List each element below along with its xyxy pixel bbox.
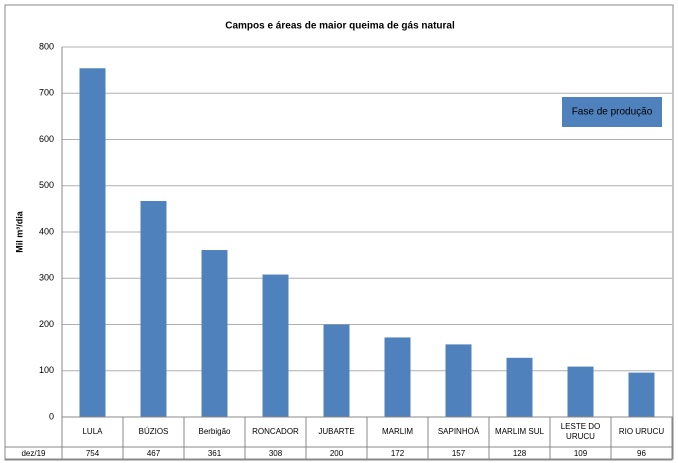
annotation-box <box>562 97 662 127</box>
x-tick-label: LULA <box>82 427 103 436</box>
x-tick-label-border <box>610 416 673 448</box>
table-value: 172 <box>390 448 405 458</box>
y-tick-label: 200 <box>39 319 54 329</box>
x-tick-label-box: RIO URUCU <box>618 427 665 436</box>
bar <box>79 68 106 418</box>
bar <box>567 366 594 417</box>
x-tick-label: MARLIM SUL <box>495 427 544 436</box>
table-value-box: 754 <box>85 448 100 458</box>
y-axis-label: Mil m³/dia <box>14 210 24 252</box>
x-tick-label: RIO URUCU <box>618 427 665 436</box>
bar <box>262 274 289 417</box>
x-tick-label: BÚZIOS <box>138 427 169 436</box>
y-tick-label: 300 <box>39 273 54 283</box>
y-tick-label: 800 <box>39 41 54 51</box>
table-value: 308 <box>268 448 283 458</box>
y-tick-label: 600 <box>39 134 54 144</box>
x-tick-label-box: BÚZIOS <box>138 427 169 436</box>
y-tick-label: 400 <box>39 226 54 236</box>
x-tick-label-box: MARLIM <box>381 427 414 436</box>
table-value-box: 109 <box>573 448 588 458</box>
y-tick-label: 0 <box>49 411 54 421</box>
annotation: Fase de produção <box>572 107 653 118</box>
legend-label-box: dez/19 <box>21 448 46 458</box>
table-value-box: 308 <box>268 448 283 458</box>
table-value: 754 <box>85 448 100 458</box>
bar <box>506 357 533 417</box>
bar <box>384 337 411 417</box>
x-tick-label: SAPINHOÁ <box>437 427 480 436</box>
x-tick-label: Berbigão <box>198 427 231 436</box>
y-tick-label: 500 <box>39 180 54 190</box>
bar <box>628 372 655 417</box>
table-value-box: 172 <box>390 448 405 458</box>
table-value: 157 <box>451 448 466 458</box>
bar <box>323 324 350 417</box>
table-value: 128 <box>512 448 527 458</box>
x-tick-label-box: LESTE DO URUCU <box>560 422 601 441</box>
x-tick-label-box: LULA <box>82 427 103 436</box>
chart-title: Campos e áreas de maior queima de gás na… <box>225 21 455 32</box>
y-tick-label: 700 <box>39 88 54 98</box>
table-value-box: 200 <box>329 448 344 458</box>
table-value-box: 467 <box>146 448 161 458</box>
table-value: 96 <box>637 448 646 458</box>
x-tick-label: JUBARTE <box>318 427 355 436</box>
x-tick-label-box: RONCADOR <box>252 427 299 436</box>
table-value: 200 <box>329 448 344 458</box>
table-value-box: 128 <box>512 448 527 458</box>
table-value: 361 <box>207 448 222 458</box>
bar <box>445 344 472 417</box>
x-tick-label: RONCADOR <box>252 427 299 436</box>
table-value-box: 157 <box>451 448 466 458</box>
table-value-box: 96 <box>637 448 646 458</box>
table-value-box: 361 <box>207 448 222 458</box>
x-tick-label-box: Berbigão <box>198 427 231 436</box>
table-value: 109 <box>573 448 588 458</box>
bar <box>201 250 228 417</box>
legend-label: dez/19 <box>21 448 46 458</box>
x-tick-label-box: MARLIM SUL <box>495 427 544 436</box>
bar <box>140 201 167 417</box>
x-tick-label: LESTE DO URUCU <box>560 422 601 441</box>
x-tick-label-box: JUBARTE <box>318 427 355 436</box>
x-tick-label: MARLIM <box>381 427 414 436</box>
table-value: 467 <box>146 448 161 458</box>
x-tick-label-box: SAPINHOÁ <box>437 427 480 436</box>
y-tick-label: 100 <box>39 365 54 375</box>
